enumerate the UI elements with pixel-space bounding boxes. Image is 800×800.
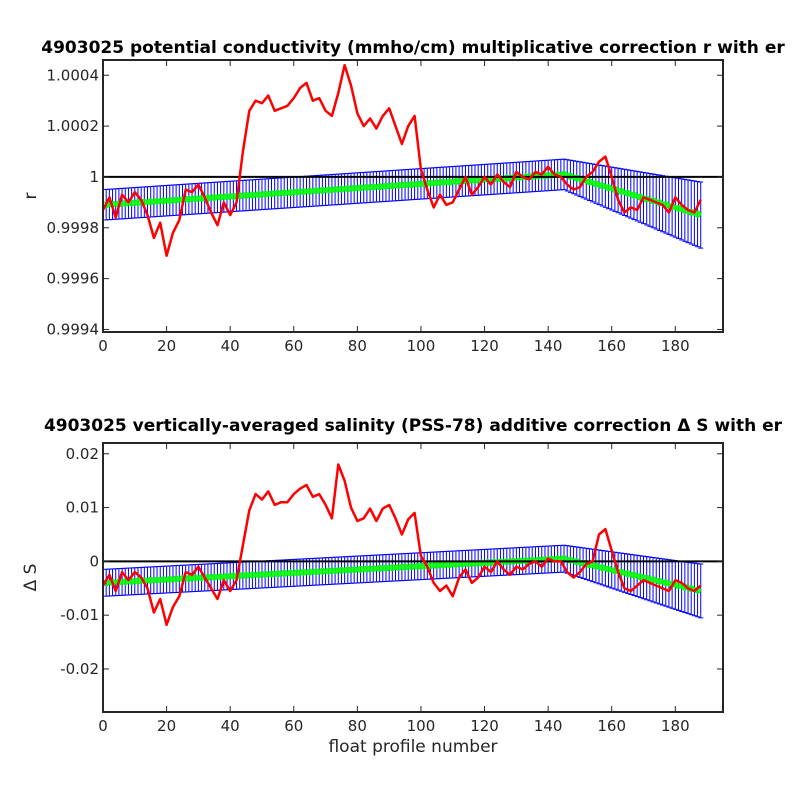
y-tick-label: -0.01 [60,606,99,624]
x-tick-label: 40 [221,717,240,735]
x-tick-label: 140 [534,717,563,735]
x-tick-label: 100 [407,717,436,735]
y-tick-label: 1.0004 [47,66,100,84]
x-tick-label: 120 [470,717,499,735]
x-tick-label: 20 [157,337,176,355]
x-tick-label: 20 [157,717,176,735]
fit-point [573,174,581,182]
y-tick-label: -0.02 [60,660,99,678]
x-axis-label: float profile number [328,737,497,757]
chart-panel-2: 4903025 vertically-averaged salinity (PS… [21,416,783,757]
x-tick-label: 140 [534,337,563,355]
chart-panel-1: 4903025 potential conductivity (mmho/cm)… [21,38,785,355]
y-tick-label: 0.02 [66,445,99,463]
y-tick-label: 1.0002 [47,117,100,135]
x-tick-label: 160 [597,717,626,735]
y-tick-label: 1 [89,168,99,186]
y-tick-label: 0.9994 [47,320,100,338]
fit-point [598,564,606,572]
fit-point [655,577,663,585]
fit-point [624,189,632,197]
x-tick-label: 80 [348,717,367,735]
x-tick-label: 0 [98,337,108,355]
fit-point [674,204,682,212]
y-tick-label: 0 [89,552,99,570]
y-axis-label: Δ S [21,564,41,592]
axes-box [102,59,724,333]
chart-title: 4903025 vertically-averaged salinity (PS… [44,416,783,436]
y-tick-label: 0.9998 [47,219,100,237]
y-axis-label: r [21,193,41,200]
fit-point [624,570,632,578]
fit-point [566,556,574,564]
fit-point [694,210,702,218]
x-tick-label: 40 [221,337,240,355]
fit-point [630,571,638,579]
fit-point [649,576,657,584]
x-tick-label: 60 [284,337,303,355]
chart-title: 4903025 potential conductivity (mmho/cm)… [41,38,785,58]
fit-point [592,180,600,188]
fit-point [598,182,606,190]
fit-point [636,573,644,581]
fit-point [630,191,638,199]
fit-point [617,187,625,195]
x-tick-label: 180 [661,337,690,355]
fit-point [592,562,600,570]
y-tick-label: 0.01 [66,499,99,517]
y-tick-label: 0.9996 [47,270,100,288]
fit-point [585,178,593,186]
raw-series-line [101,463,702,627]
x-tick-label: 0 [98,717,108,735]
axes-box [102,442,724,713]
fit-point [662,579,670,587]
raw-series-line [101,63,702,257]
x-tick-label: 80 [348,337,367,355]
x-tick-label: 180 [661,717,690,735]
fit-point [605,184,613,192]
x-tick-label: 60 [284,717,303,735]
x-tick-label: 120 [470,337,499,355]
x-tick-label: 100 [407,337,436,355]
fit-point [605,565,613,573]
x-tick-label: 160 [597,337,626,355]
